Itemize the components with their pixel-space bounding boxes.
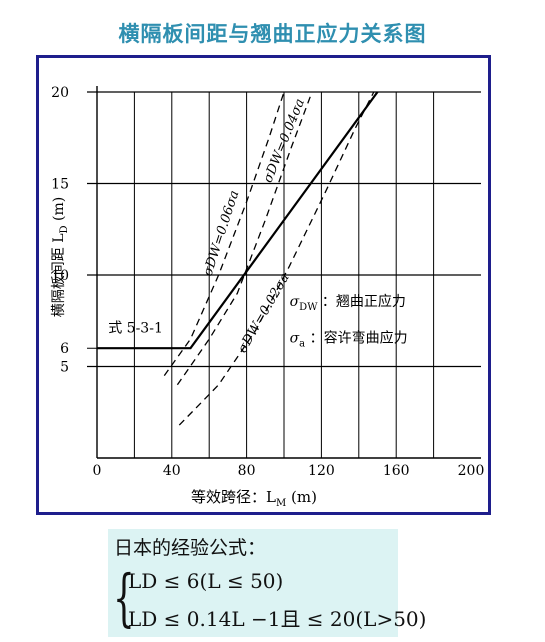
x-tick-label: 80 xyxy=(238,463,256,479)
y-tick-label: 15 xyxy=(51,177,69,193)
annotation-curve-006: σDW=0.06σa xyxy=(201,189,243,278)
formula-box: 日本的经验公式： { LD ≤ 6(L ≤ 50) LD ≤ 0.14L −1且… xyxy=(108,529,426,637)
x-tick-label: 40 xyxy=(163,463,181,479)
chart-frame: 0 40 80 120 160 200 5 6 10 15 20 等效跨径：LM (m) 横隔板间距 L… xyxy=(36,55,491,515)
formula-brace: { xyxy=(113,561,135,634)
series-line-1 xyxy=(163,91,285,376)
x-tick-label: 160 xyxy=(383,463,410,479)
legend-item-sigma-dw: σDW ：翘曲正应力 xyxy=(290,293,406,313)
formula-title: 日本的经验公式： xyxy=(114,537,267,559)
x-axis-label: 等效跨径：LM (m) xyxy=(191,488,317,509)
page-title: 横隔板间距与翘曲正应力关系图 xyxy=(118,22,427,46)
annotation-formula-label: 式 5-3-1 xyxy=(108,321,163,337)
y-tick-label: 20 xyxy=(51,85,69,101)
series-line-3 xyxy=(178,91,375,426)
chart-svg: 0 40 80 120 160 200 5 6 10 15 20 等效跨径：LM (m) 横隔板间距 L… xyxy=(51,85,485,509)
series-line-0 xyxy=(97,91,379,350)
formula-line-2: LD ≤ 0.14L −1且 ≤ 20(L>50) xyxy=(128,607,427,631)
x-tick-label: 120 xyxy=(308,463,335,479)
y-tick-label: 10 xyxy=(51,268,69,284)
y-tick-label: 6 xyxy=(60,341,69,357)
y-axis-label: 横隔板间距 LD (m) xyxy=(51,197,70,317)
x-tick-label: 0 xyxy=(93,463,102,479)
legend-item-sigma-a: σa ：容许弯曲应力 xyxy=(290,330,408,350)
formula-line-1: LD ≤ 6(L ≤ 50) xyxy=(128,569,284,593)
y-tick-label: 5 xyxy=(60,360,69,376)
series-line-2 xyxy=(176,91,313,386)
x-tick-label: 200 xyxy=(458,463,485,479)
